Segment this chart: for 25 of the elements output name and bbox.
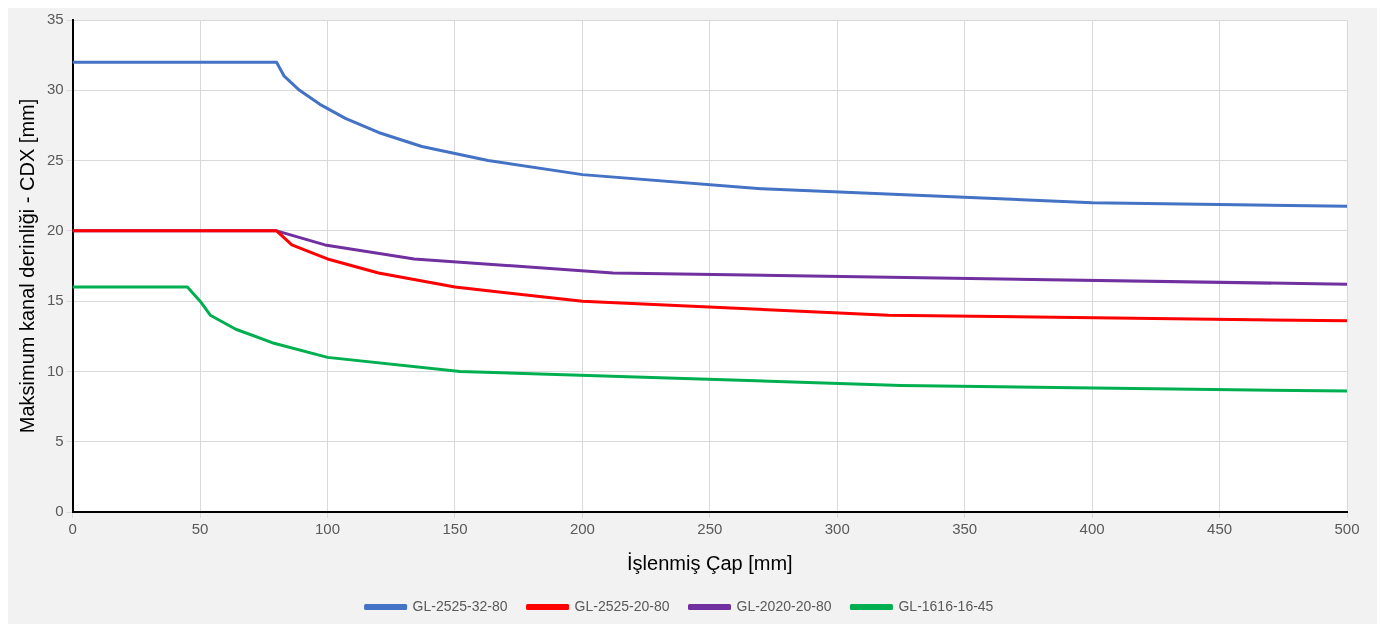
- x-tick-label: 300: [824, 520, 850, 538]
- x-tick-label: 450: [1207, 520, 1233, 538]
- y-tick-label: 25: [47, 150, 64, 168]
- legend-label: GL-2525-32-80: [412, 597, 508, 614]
- x-tick-label: 0: [68, 520, 77, 538]
- x-axis-title: İşlenmiş Çap [mm]: [627, 551, 793, 574]
- y-tick-label: 20: [47, 221, 64, 238]
- x-tick-label: 50: [191, 520, 209, 538]
- y-tick-label: 30: [47, 80, 64, 98]
- y-axis-title: Maksimum kanal derinliği - CDX [mm]: [15, 98, 38, 434]
- x-tick-label: 250: [697, 520, 723, 538]
- x-tick-label: 150: [442, 520, 468, 538]
- legend-label: GL-2525-20-80: [574, 597, 670, 614]
- y-tick-label: 5: [55, 431, 64, 449]
- x-tick-label: 100: [315, 520, 341, 538]
- y-tick-label: 15: [47, 291, 64, 309]
- legend-label: GL-1616-16-45: [898, 597, 994, 614]
- x-tick-label: 400: [1079, 520, 1105, 538]
- y-tick-label: 0: [55, 502, 64, 520]
- x-tick-label: 200: [569, 520, 595, 538]
- y-tick-label: 10: [47, 361, 64, 379]
- legend-label: GL-2020-20-80: [736, 597, 832, 614]
- y-tick-label: 35: [47, 10, 64, 28]
- x-tick-label: 350: [952, 520, 978, 538]
- x-tick-label: 500: [1334, 520, 1360, 538]
